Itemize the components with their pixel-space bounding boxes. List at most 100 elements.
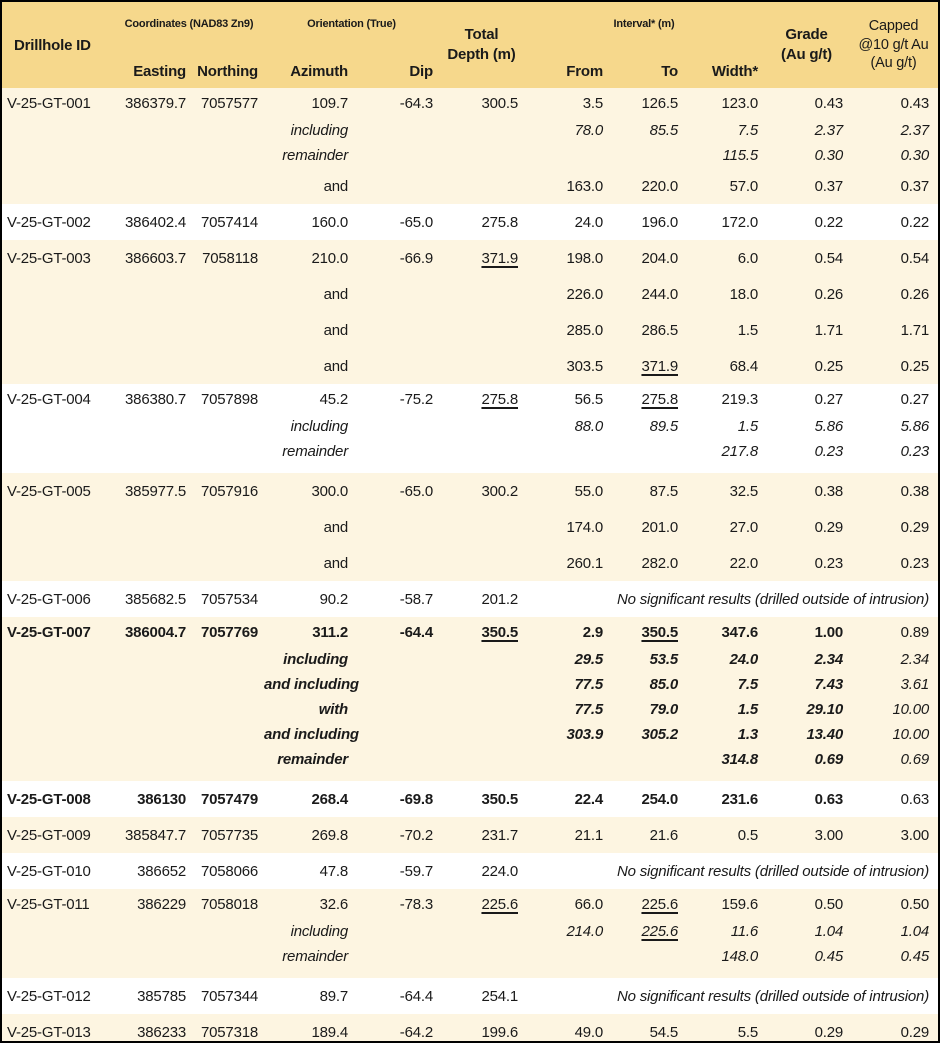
column-header-easting: Easting — [133, 63, 186, 80]
cell-azimuth: 268.4 — [311, 790, 348, 808]
cell-northing: 7058066 — [201, 862, 258, 880]
cell-from: 163.0 — [566, 177, 603, 195]
drillhole-group: V-25-GT-004 386380.7 7057898 45.2 -75.2 275.8… — [2, 384, 938, 473]
cell-width: 7.5 — [737, 122, 758, 139]
cell-total-depth: 231.7 — [481, 826, 518, 844]
column-header-capped: Capped @10 g/t Au (Au g/t) — [849, 2, 938, 88]
cell-easting: 385785 — [137, 987, 186, 1005]
cell-width: 11.6 — [730, 923, 758, 940]
cell-capped: 0.23 — [900, 443, 930, 460]
cell-interval-label: remainder — [277, 751, 348, 768]
cell-to: 85.0 — [649, 676, 679, 693]
cell-dip: -64.2 — [399, 1023, 433, 1041]
column-header-to: To — [661, 63, 678, 80]
cell-from: 77.5 — [574, 701, 604, 718]
cell-capped: 2.37 — [900, 122, 930, 139]
cell-from: 78.0 — [574, 122, 604, 139]
cell-width: 115.5 — [722, 147, 759, 164]
table-row: remainder 115.5 0.30 0.30 — [2, 143, 938, 168]
cell-width: 172.0 — [721, 213, 758, 231]
table-row: V-25-GT-003 386603.7 7058118 210.0 -66.9 371.… — [2, 240, 938, 276]
cell-grade: 0.23 — [814, 554, 844, 572]
cell-from: 66.0 — [574, 895, 604, 913]
cell-capped: 0.23 — [900, 554, 930, 572]
column-group-coordinates: Coordinates (NAD83 Zn9) — [124, 18, 254, 30]
cell-from: 214.0 — [566, 923, 603, 940]
cell-total-depth: 201.2 — [481, 590, 518, 608]
drillhole-group: V-25-GT-006 385682.5 7057534 90.2 -58.7 201.2… — [2, 581, 938, 617]
drillhole-group: V-25-GT-005 385977.5 7057916 300.0 -65.0 300.… — [2, 473, 938, 581]
cell-to: 350.5 — [641, 623, 678, 641]
cell-to: 286.5 — [641, 321, 678, 339]
drillhole-group: V-25-GT-002 386402.4 7057414 160.0 -65.0 275.… — [2, 204, 938, 240]
cell-interval-label: remainder — [282, 948, 348, 965]
cell-width: 18.0 — [729, 285, 759, 303]
cell-interval-label: and — [323, 554, 349, 572]
cell-grade: 0.29 — [814, 518, 844, 536]
cell-northing: 7057534 — [201, 590, 258, 608]
table-row: V-25-GT-012 385785 7057344 89.7 -64.4 254.1 No… — [2, 978, 938, 1014]
cell-total-depth: 371.9 — [481, 249, 518, 267]
cell-width: 22.0 — [729, 554, 759, 572]
drillhole-group: V-25-GT-011 386229 7058018 32.6 -78.3 225.6 66… — [2, 889, 938, 978]
cell-northing: 7057414 — [201, 213, 258, 231]
cell-azimuth: 32.6 — [319, 895, 349, 913]
cell-width: 217.8 — [721, 443, 758, 460]
cell-to: 54.5 — [649, 1023, 679, 1041]
cell-capped: 3.61 — [900, 676, 930, 693]
cell-northing: 7058118 — [202, 249, 258, 267]
table-row: V-25-GT-008 386130 7057479 268.4 -69.8 350.5 2… — [2, 781, 938, 817]
total-depth-line2: Depth (m) — [447, 46, 516, 63]
cell-dip: -64.3 — [399, 94, 433, 112]
cell-from: 22.4 — [574, 790, 604, 808]
cell-capped: 0.26 — [900, 285, 930, 303]
cell-to: 126.5 — [641, 94, 678, 112]
table-row: V-25-GT-013 386233 7057318 189.4 -64.2 199.6 4… — [2, 1014, 938, 1041]
cell-grade: 0.30 — [814, 147, 844, 164]
cell-capped: 0.89 — [900, 623, 930, 641]
cell-capped: 0.29 — [900, 1023, 930, 1041]
table-row: and including 77.5 85.0 7.5 7.43 3.61 — [2, 672, 938, 697]
cell-easting: 386603.7 — [125, 249, 186, 267]
cell-easting: 386004.7 — [125, 623, 186, 641]
cell-northing: 7057898 — [201, 390, 258, 408]
table-row: including 88.0 89.5 1.5 5.86 5.86 — [2, 414, 938, 439]
cell-azimuth: 47.8 — [319, 862, 349, 880]
cell-capped: 0.30 — [900, 147, 930, 164]
cell-total-depth: 224.0 — [481, 862, 518, 880]
table-row: and 226.0 244.0 18.0 0.26 0.26 — [2, 276, 938, 312]
cell-grade: 7.43 — [814, 676, 844, 693]
cell-to: 225.6 — [641, 923, 678, 940]
cell-from: 3.5 — [582, 94, 603, 112]
cell-from: 77.5 — [574, 676, 604, 693]
cell-width: 24.0 — [729, 651, 759, 668]
cell-northing: 7057735 — [201, 826, 258, 844]
cell-grade: 1.04 — [814, 923, 844, 940]
cell-grade: 1.00 — [814, 623, 844, 641]
cell-total-depth: 350.5 — [481, 623, 518, 641]
cell-drillhole-id: V-25-GT-008 — [7, 790, 91, 808]
cell-width: 1.5 — [737, 321, 758, 339]
cell-grade: 5.86 — [814, 418, 844, 435]
cell-interval-label: and — [323, 177, 349, 195]
drillhole-group: V-25-GT-007 386004.7 7057769 311.2 -64.4 350.… — [2, 617, 938, 781]
cell-grade: 13.40 — [806, 726, 843, 743]
cell-drillhole-id: V-25-GT-011 — [7, 895, 90, 913]
cell-interval-label: including — [290, 923, 349, 940]
cell-interval-label: and — [323, 518, 349, 536]
cell-width: 68.4 — [729, 357, 759, 375]
cell-width: 5.5 — [737, 1023, 758, 1041]
cell-to: 201.0 — [641, 518, 678, 536]
cell-total-depth: 275.8 — [481, 390, 518, 408]
cell-width: 123.0 — [721, 94, 758, 112]
cell-width: 1.3 — [737, 726, 758, 743]
drillhole-group: V-25-GT-012 385785 7057344 89.7 -64.4 254.1 No… — [2, 978, 938, 1014]
column-header-dip: Dip — [409, 63, 433, 80]
cell-width: 1.5 — [737, 418, 758, 435]
cell-from: 56.5 — [574, 390, 604, 408]
cell-dip: -70.2 — [399, 826, 433, 844]
cell-width: 0.5 — [737, 826, 758, 844]
table-row: V-25-GT-011 386229 7058018 32.6 -78.3 225.6 66… — [2, 889, 938, 919]
column-group-interval: Interval* (m) — [613, 18, 675, 30]
